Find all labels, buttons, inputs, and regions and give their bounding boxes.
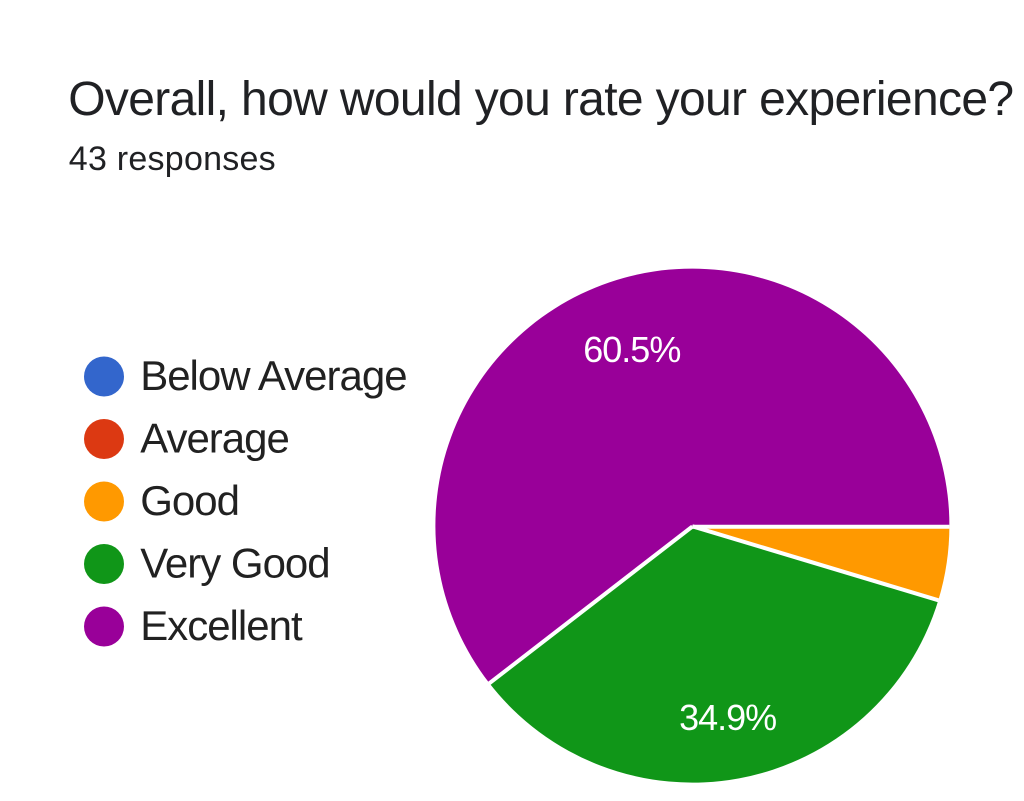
svg-text:43 responses: 43 responses xyxy=(69,140,276,178)
svg-text:Excellent: Excellent xyxy=(140,602,303,649)
svg-text:Average: Average xyxy=(140,415,289,462)
svg-text:Overall, how would you rate yo: Overall, how would you rate your experie… xyxy=(68,73,1013,126)
svg-text:Good: Good xyxy=(140,477,239,524)
svg-text:Very Good: Very Good xyxy=(140,540,329,587)
svg-text:60.5%: 60.5% xyxy=(583,329,680,370)
svg-text:Below Average: Below Average xyxy=(140,352,406,399)
svg-text:34.9%: 34.9% xyxy=(679,697,776,738)
